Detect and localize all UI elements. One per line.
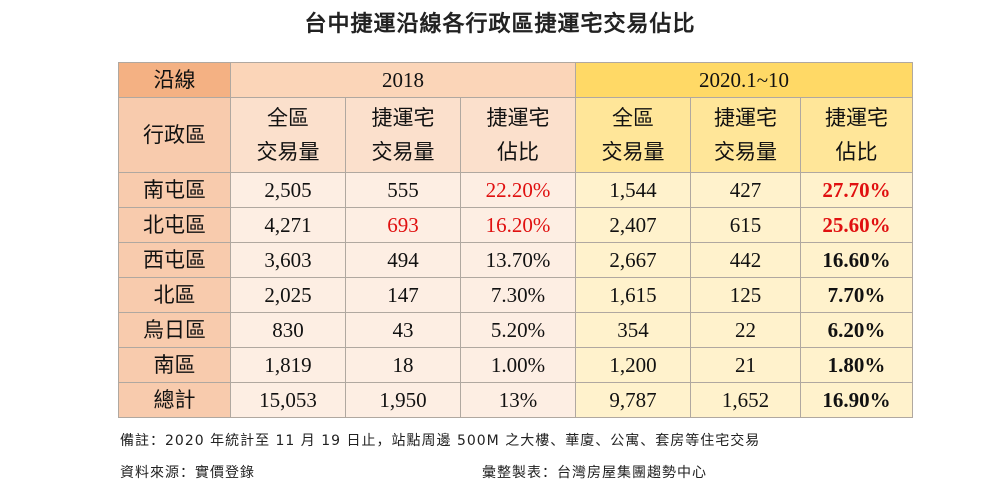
data-row: 南屯區 2,505 555 22.20% 1,544 427 27.70% — [118, 172, 913, 208]
district-cell: 南區 — [118, 347, 231, 383]
value-cell: 16.90% — [800, 382, 913, 418]
column-header: 捷運宅 交易量 — [690, 97, 801, 173]
value-cell: 2,407 — [575, 207, 691, 243]
column-header: 捷運宅 交易量 — [345, 97, 461, 173]
column-header: 全區 交易量 — [575, 97, 691, 173]
value-cell: 16.60% — [800, 242, 913, 278]
value-cell: 354 — [575, 312, 691, 348]
value-cell: 2,025 — [230, 277, 346, 313]
header-line: 交易量 — [371, 140, 435, 164]
header-line: 佔比 — [497, 140, 539, 164]
header-line: 交易量 — [601, 140, 665, 164]
group-row: 沿線 2018 2020.1~10 — [118, 62, 913, 98]
value-cell: 27.70% — [800, 172, 913, 208]
header-line: 捷運宅 — [486, 106, 550, 130]
data-row: 烏日區 830 43 5.20% 354 22 6.20% — [118, 312, 913, 348]
district-cell: 總計 — [118, 382, 231, 418]
value-cell: 427 — [690, 172, 801, 208]
title: 台中捷運沿線各行政區捷運宅交易佔比 — [304, 12, 696, 37]
value-cell: 1,819 — [230, 347, 346, 383]
header-line: 行政區 — [143, 123, 206, 147]
data-row: 總計 15,053 1,950 13% 9,787 1,652 16.90% — [118, 382, 913, 418]
value-cell: 2,505 — [230, 172, 346, 208]
header-line: 捷運宅 — [825, 106, 888, 130]
value-cell: 9,787 — [575, 382, 691, 418]
district-cell: 西屯區 — [118, 242, 231, 278]
table: 沿線 2018 2020.1~10 行政區 全區 交易量 捷運宅 交易量 捷運宅 佔比 全區 交易量捷… — [118, 62, 913, 418]
value-cell: 7.70% — [800, 277, 913, 313]
value-cell: 15,053 — [230, 382, 346, 418]
district-cell: 烏日區 — [118, 312, 231, 348]
value-cell: 1,652 — [690, 382, 801, 418]
header-line: 捷運宅 — [714, 106, 777, 130]
value-cell: 830 — [230, 312, 346, 348]
data-row: 西屯區 3,603 494 13.70% 2,667 442 16.60% — [118, 242, 913, 278]
value-cell: 147 — [345, 277, 461, 313]
header-line: 全區 — [612, 106, 654, 130]
value-cell: 22 — [690, 312, 801, 348]
note: 備註：2020 年統計至 11 月 19 日止，站點周邊 500M 之大樓、華廈… — [120, 433, 761, 449]
district-cell: 北屯區 — [118, 207, 231, 243]
value-cell: 615 — [690, 207, 801, 243]
column-header: 全區 交易量 — [230, 97, 346, 173]
value-cell: 21 — [690, 347, 801, 383]
value-cell: 442 — [690, 242, 801, 278]
group-header: 2018 — [230, 62, 576, 98]
group-header: 2020.1~10 — [575, 62, 913, 98]
value-cell: 1.80% — [800, 347, 913, 383]
value-cell: 25.60% — [800, 207, 913, 243]
value-cell: 1,615 — [575, 277, 691, 313]
value-cell: 4,271 — [230, 207, 346, 243]
value-cell: 18 — [345, 347, 461, 383]
column-row: 行政區 全區 交易量 捷運宅 交易量 捷運宅 佔比 全區 交易量 捷運宅 交易量 捷運宅 佔比 — [118, 97, 913, 173]
group-header: 沿線 — [118, 62, 231, 98]
value-cell: 7.30% — [460, 277, 576, 313]
header-line: 佔比 — [835, 140, 878, 164]
header-line: 交易量 — [714, 140, 777, 164]
data-row: 北區 2,025 147 7.30% 1,615 125 7.70% — [118, 277, 913, 313]
header-line: 全區 — [267, 106, 309, 130]
value-cell: 1,544 — [575, 172, 691, 208]
value-cell: 3,603 — [230, 242, 346, 278]
value-cell: 13.70% — [460, 242, 576, 278]
value-cell: 2,667 — [575, 242, 691, 278]
data-row: 南區 1,819 18 1.00% 1,200 21 1.80% — [118, 347, 913, 383]
district-cell: 南屯區 — [118, 172, 231, 208]
value-cell: 22.20% — [460, 172, 576, 208]
data-row: 北屯區 4,271 693 16.20% 2,407 615 25.60% — [118, 207, 913, 243]
value-cell: 43 — [345, 312, 461, 348]
value-cell: 693 — [345, 207, 461, 243]
value-cell: 16.20% — [460, 207, 576, 243]
district-cell: 北區 — [118, 277, 231, 313]
value-cell: 555 — [345, 172, 461, 208]
value-cell: 1,950 — [345, 382, 461, 418]
value-cell: 6.20% — [800, 312, 913, 348]
header-line: 交易量 — [256, 140, 320, 164]
compiler: 彙整製表：台灣房屋集團趨勢中心 — [482, 465, 707, 481]
source: 資料來源：實價登錄 — [120, 465, 255, 481]
value-cell: 1,200 — [575, 347, 691, 383]
column-header: 捷運宅 佔比 — [460, 97, 576, 173]
value-cell: 494 — [345, 242, 461, 278]
value-cell: 5.20% — [460, 312, 576, 348]
value-cell: 1.00% — [460, 347, 576, 383]
column-header: 捷運宅 佔比 — [800, 97, 913, 173]
column-header: 行政區 — [118, 97, 231, 173]
value-cell: 125 — [690, 277, 801, 313]
value-cell: 13% — [460, 382, 576, 418]
header-line: 捷運宅 — [371, 106, 435, 130]
